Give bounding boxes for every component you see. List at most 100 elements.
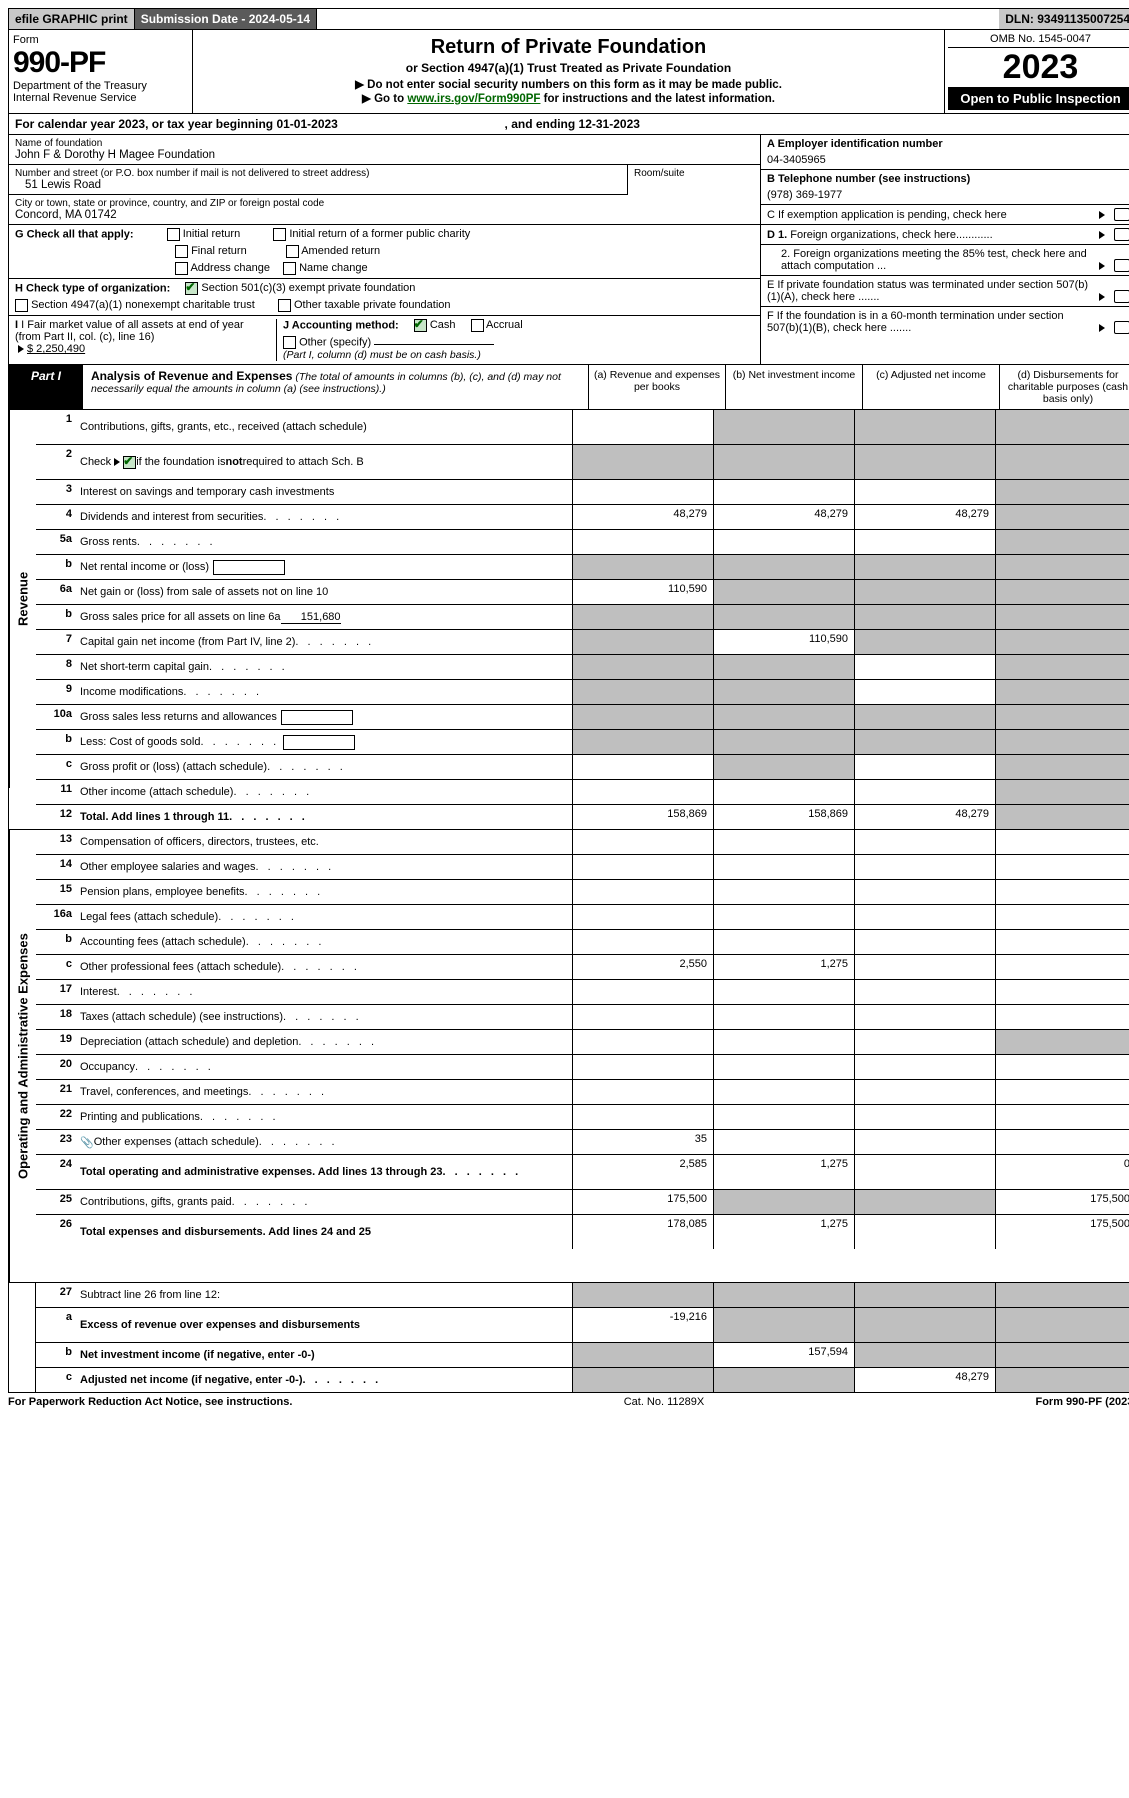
line-description: Occupancy . . . . . . . xyxy=(76,1055,572,1079)
amount-cell xyxy=(572,1368,713,1392)
line-description: Excess of revenue over expenses and disb… xyxy=(76,1308,572,1342)
h-other-taxable-checkbox[interactable] xyxy=(278,299,291,312)
inline-input[interactable] xyxy=(281,710,353,725)
line-number: 7 xyxy=(36,630,76,654)
j-cash-checkbox[interactable] xyxy=(414,319,427,332)
j-accrual-checkbox[interactable] xyxy=(471,319,484,332)
line-description: Less: Cost of goods sold . . . . . . . xyxy=(76,730,572,754)
j-other-checkbox[interactable] xyxy=(283,336,296,349)
amount-cell xyxy=(713,555,854,579)
line-description: Net short-term capital gain . . . . . . … xyxy=(76,655,572,679)
amount-cell: 48,279 xyxy=(854,1368,995,1392)
amount-cell xyxy=(713,1283,854,1307)
g-name-change-checkbox[interactable] xyxy=(283,262,296,275)
amount-cell xyxy=(995,655,1129,679)
line-description: Contributions, gifts, grants, etc., rece… xyxy=(76,410,572,444)
g-label: G Check all that apply: xyxy=(15,228,134,240)
line-description: Printing and publications . . . . . . . xyxy=(76,1105,572,1129)
amount-cell: 158,869 xyxy=(713,805,854,829)
table-row: c Gross profit or (loss) (attach schedul… xyxy=(36,755,1129,780)
omb-number: OMB No. 1545-0047 xyxy=(948,33,1129,48)
g-final-return-checkbox[interactable] xyxy=(175,245,188,258)
line-description: Contributions, gifts, grants paid . . . … xyxy=(76,1190,572,1214)
street-label: Number and street (or P.O. box number if… xyxy=(15,168,621,179)
j-other: Other (specify) xyxy=(299,336,371,348)
amount-cell xyxy=(995,980,1129,1004)
amount-cell xyxy=(854,1190,995,1214)
line-description: Accounting fees (attach schedule) . . . … xyxy=(76,930,572,954)
h-opt-3: Other taxable private foundation xyxy=(294,299,451,311)
line-description: Gross rents . . . . . . . xyxy=(76,530,572,554)
attachment-icon[interactable]: 📎 xyxy=(80,1136,94,1149)
amount-cell xyxy=(854,605,995,629)
amount-cell xyxy=(854,955,995,979)
inline-input[interactable] xyxy=(283,735,355,750)
amount-cell: 48,279 xyxy=(854,505,995,529)
arrow-icon xyxy=(1099,262,1105,270)
line-number: b xyxy=(36,930,76,954)
c-checkbox[interactable] xyxy=(1114,208,1129,221)
line-number: 27 xyxy=(36,1283,76,1307)
line-description: Dividends and interest from securities .… xyxy=(76,505,572,529)
amount-cell xyxy=(713,1080,854,1104)
g-initial-return-checkbox[interactable] xyxy=(167,228,180,241)
amount-cell xyxy=(995,905,1129,929)
g-initial-public-checkbox[interactable] xyxy=(273,228,286,241)
amount-cell: 175,500 xyxy=(572,1190,713,1214)
line-description: Interest on savings and temporary cash i… xyxy=(76,480,572,504)
calendar-year-row: For calendar year 2023, or tax year begi… xyxy=(8,114,1129,135)
d1-checkbox[interactable] xyxy=(1114,228,1129,241)
amount-cell xyxy=(854,580,995,604)
amount-cell xyxy=(572,705,713,729)
amount-cell xyxy=(854,680,995,704)
line-description: Net gain or (loss) from sale of assets n… xyxy=(76,580,572,604)
table-row: c Adjusted net income (if negative, ente… xyxy=(36,1368,1129,1392)
g-opt-5: Name change xyxy=(299,262,368,274)
schb-checkbox[interactable] xyxy=(123,456,136,469)
line-description: Pension plans, employee benefits . . . .… xyxy=(76,880,572,904)
h-501c3-checkbox[interactable] xyxy=(185,282,198,295)
amount-cell xyxy=(995,630,1129,654)
street-value: 51 Lewis Road xyxy=(15,179,621,191)
amount-cell xyxy=(995,555,1129,579)
amount-cell: 48,279 xyxy=(713,505,854,529)
amount-cell xyxy=(995,1130,1129,1154)
e-checkbox[interactable] xyxy=(1114,290,1129,303)
cal-mid: , and ending xyxy=(505,117,579,131)
col-b-header: (b) Net investment income xyxy=(725,365,862,409)
line-description: Capital gain net income (from Part IV, l… xyxy=(76,630,572,654)
amount-cell xyxy=(854,730,995,754)
amount-cell xyxy=(713,1105,854,1129)
amount-cell xyxy=(572,855,713,879)
amount-cell: 1,275 xyxy=(713,1155,854,1189)
table-row: 4 Dividends and interest from securities… xyxy=(36,505,1129,530)
d2-checkbox[interactable] xyxy=(1114,259,1129,272)
amount-cell xyxy=(572,530,713,554)
line-number: 25 xyxy=(36,1190,76,1214)
line-description: Net investment income (if negative, ente… xyxy=(76,1343,572,1367)
inline-input[interactable] xyxy=(213,560,285,575)
table-row: 2 Check if the foundation is not require… xyxy=(36,445,1129,480)
amount-cell xyxy=(572,905,713,929)
amount-cell xyxy=(572,980,713,1004)
amount-cell: 2,550 xyxy=(572,955,713,979)
line-description: Legal fees (attach schedule) . . . . . .… xyxy=(76,905,572,929)
line-number: a xyxy=(36,1308,76,1342)
f-checkbox[interactable] xyxy=(1114,321,1129,334)
table-row: 7 Capital gain net income (from Part IV,… xyxy=(36,630,1129,655)
top-bar: efile GRAPHIC print Submission Date - 20… xyxy=(8,8,1129,30)
instr-post: for instructions and the latest informat… xyxy=(540,93,775,105)
table-row: b Gross sales price for all assets on li… xyxy=(36,605,1129,630)
line-description: 📎 Other expenses (attach schedule) . . .… xyxy=(76,1130,572,1154)
g-address-change-checkbox[interactable] xyxy=(175,262,188,275)
irs-link[interactable]: www.irs.gov/Form990PF xyxy=(407,93,540,105)
ein-value: 04-3405965 xyxy=(767,150,1129,166)
amount-cell xyxy=(572,410,713,444)
line-number: 17 xyxy=(36,980,76,1004)
g-opt-3: Amended return xyxy=(301,245,380,257)
h-4947-checkbox[interactable] xyxy=(15,299,28,312)
amount-cell xyxy=(572,930,713,954)
g-amended-checkbox[interactable] xyxy=(286,245,299,258)
line-number: 14 xyxy=(36,855,76,879)
line-number: 16a xyxy=(36,905,76,929)
